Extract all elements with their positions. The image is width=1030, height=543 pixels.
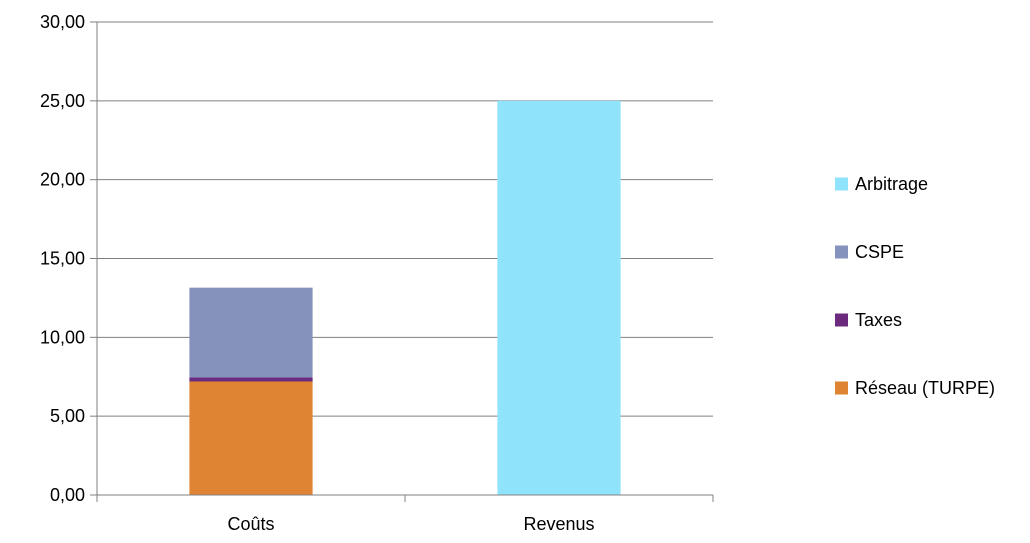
y-tick-label: 20,00 xyxy=(40,170,85,190)
x-category-labels: Coûts Revenus xyxy=(227,514,594,534)
x-category-label: Coûts xyxy=(227,514,274,534)
legend-label: Arbitrage xyxy=(855,174,928,194)
bar-segment xyxy=(189,381,313,495)
y-tick-label: 10,00 xyxy=(40,327,85,347)
bar-segment xyxy=(189,287,313,378)
y-tick-label: 5,00 xyxy=(50,406,85,426)
bars xyxy=(189,100,621,495)
legend-label: Taxes xyxy=(855,310,902,330)
bar-segment xyxy=(497,100,621,495)
y-tick-label: 0,00 xyxy=(50,485,85,505)
legend-swatch xyxy=(835,177,848,191)
legend: Arbitrage CSPE Taxes Réseau (TURPE) xyxy=(835,174,995,398)
y-tick-label: 15,00 xyxy=(40,249,85,269)
x-category-label: Revenus xyxy=(523,514,594,534)
y-tick-label: 30,00 xyxy=(40,12,85,32)
y-tick-labels: 0,00 5,00 10,00 15,00 20,00 25,00 30,00 xyxy=(40,12,85,505)
bar-segment xyxy=(189,377,313,382)
y-tick-label: 25,00 xyxy=(40,91,85,111)
legend-swatch xyxy=(835,381,848,395)
legend-label: CSPE xyxy=(855,242,904,262)
axes xyxy=(90,21,714,502)
legend-swatch xyxy=(835,245,848,259)
legend-swatch xyxy=(835,313,848,327)
legend-label: Réseau (TURPE) xyxy=(855,378,995,398)
